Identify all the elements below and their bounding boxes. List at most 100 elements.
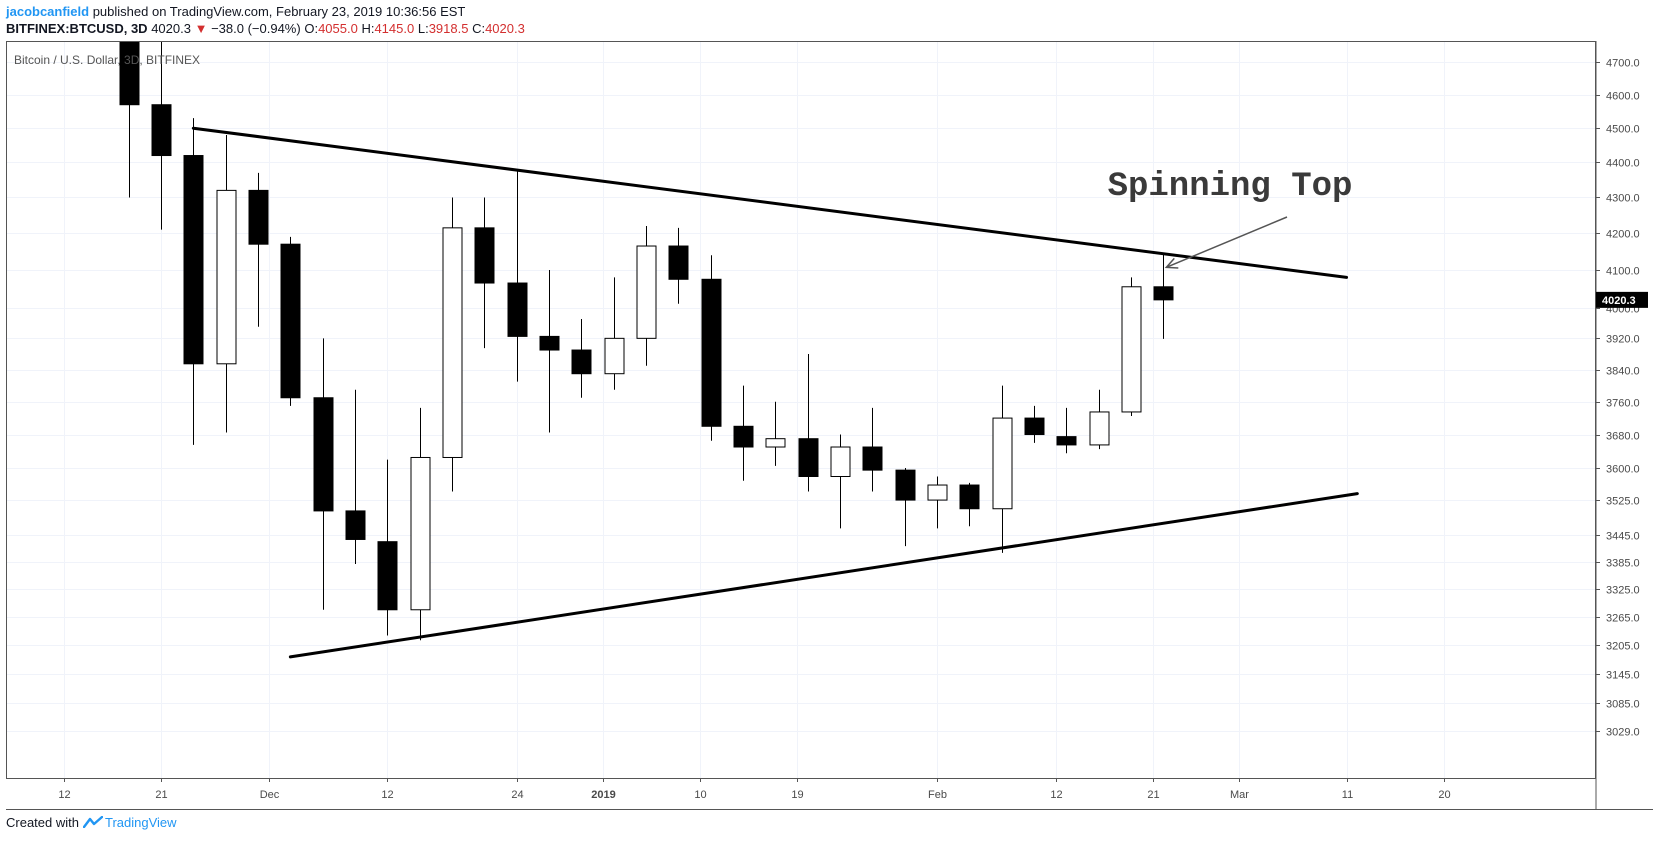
candle-body-up[interactable] <box>927 484 948 501</box>
published-text: published on TradingView.com, February 2… <box>92 4 466 19</box>
candle-body-down[interactable] <box>1153 286 1174 301</box>
candle-body-up[interactable] <box>216 189 237 365</box>
open-value: 4055.0 <box>318 21 358 36</box>
low-label: L: <box>417 21 429 36</box>
footer: Created with TradingView <box>6 815 177 831</box>
candle-body-down[interactable] <box>571 349 592 375</box>
candle-body-down[interactable] <box>1056 436 1077 446</box>
candle-body-up[interactable] <box>1089 411 1110 446</box>
candle-body-up[interactable] <box>604 337 625 375</box>
annotation-arrow-head <box>1164 257 1179 269</box>
price-tick-label: 4200.0 <box>1606 229 1640 241</box>
candle-body-down[interactable] <box>733 425 754 448</box>
candle-body-down[interactable] <box>280 243 301 399</box>
candle-body-up[interactable] <box>765 438 786 448</box>
grid <box>7 42 1595 778</box>
tradingview-link[interactable]: TradingView <box>104 815 177 830</box>
candle-body-down[interactable] <box>248 189 269 245</box>
time-tick-label: Dec <box>260 789 280 801</box>
annotation: Spinning Top <box>1108 168 1353 269</box>
time-tick-label: 21 <box>1147 789 1159 801</box>
candle-body-down[interactable] <box>183 155 204 365</box>
open-label: O: <box>304 21 319 36</box>
annotation-label[interactable]: Spinning Top <box>1108 168 1353 206</box>
trendlines <box>191 126 1359 659</box>
candle-body-down[interactable] <box>539 335 560 351</box>
time-tick-label: 21 <box>155 789 167 801</box>
candle-body-down[interactable] <box>474 227 495 284</box>
high-value: 4145.0 <box>374 21 415 36</box>
created-with-label: Created with <box>6 815 79 830</box>
time-tick-label: 19 <box>791 789 803 801</box>
symbol-label: BITFINEX:BTCUSD, 3D <box>6 21 148 36</box>
candles <box>119 30 1174 641</box>
price-tick-label: 3029.0 <box>1606 727 1640 739</box>
time-tick-label: 12 <box>58 789 70 801</box>
time-tick-label: 12 <box>1050 789 1062 801</box>
candle-body-down[interactable] <box>798 438 819 477</box>
time-tick-label: Mar <box>1230 789 1249 801</box>
time-tick-label: 12 <box>381 789 393 801</box>
current-price-tag <box>1596 291 1648 308</box>
candle-body-down[interactable] <box>377 541 398 611</box>
price-tick-label: 4700.0 <box>1606 58 1640 70</box>
symbol-info-bar: BITFINEX:BTCUSD, 3D 4020.3 ▼ −38.0 (−0.9… <box>6 21 525 36</box>
time-tick-label: 11 <box>1342 789 1353 801</box>
high-label: H: <box>361 21 375 36</box>
price-tick-label: 3265.0 <box>1606 613 1640 625</box>
candle-body-down[interactable] <box>668 245 689 280</box>
candle-body-down[interactable] <box>1024 417 1045 436</box>
candle-body-up[interactable] <box>410 456 431 611</box>
price-axis[interactable]: 4700.0 4600.0 4500.0 4400.0 4300.0 4200.0 4100… <box>1596 58 1648 739</box>
candle-body-up[interactable] <box>992 417 1013 510</box>
low-value: 3918.5 <box>428 21 469 36</box>
candle-body-up[interactable] <box>636 245 657 339</box>
candle-body-down[interactable] <box>507 282 528 337</box>
candle-body-down[interactable] <box>959 484 980 510</box>
time-tick-label: 24 <box>511 789 523 801</box>
price-tick-label: 4500.0 <box>1606 124 1640 136</box>
candle-body-down[interactable] <box>151 104 172 157</box>
price-tick-label: 3385.0 <box>1606 558 1640 570</box>
down-triangle-icon: ▼ <box>194 21 208 36</box>
candle-body-up[interactable] <box>442 227 463 458</box>
annotation-arrow-line <box>1166 216 1288 269</box>
price-tick-label: 4400.0 <box>1606 158 1640 170</box>
close-label: C: <box>472 21 486 36</box>
price-tick-label: 3205.0 <box>1606 641 1640 653</box>
time-tick-label: 20 <box>1438 789 1450 801</box>
time-tick-label: 2019 <box>591 789 615 801</box>
price-tick-label: 4100.0 <box>1606 266 1640 278</box>
candle-body-up[interactable] <box>830 446 851 477</box>
price-tick-label: 4600.0 <box>1606 91 1640 103</box>
candle-body-down[interactable] <box>345 510 366 540</box>
price-change: −38.0 (−0.94%) <box>211 21 301 36</box>
candle-body-down[interactable] <box>862 446 883 471</box>
trendline[interactable] <box>191 126 1349 279</box>
price-tick-label: 3680.0 <box>1606 431 1640 443</box>
author-link[interactable]: jacobcanfield <box>6 4 90 19</box>
price-tick-label: 4300.0 <box>1606 193 1640 205</box>
trendline[interactable] <box>288 492 1359 659</box>
publish-info: jacobcanfield published on TradingView.c… <box>6 4 465 19</box>
price-tick-label: 3600.0 <box>1606 464 1640 476</box>
price-tick-label: 3760.0 <box>1606 398 1640 410</box>
chart-title: Bitcoin / U.S. Dollar, 3D, BITFINEX <box>14 53 200 67</box>
time-tick-label: 10 <box>694 789 706 801</box>
price-tick-label: 3145.0 <box>1606 670 1640 682</box>
last-price: 4020.3 <box>151 21 191 36</box>
candle-body-down[interactable] <box>313 397 334 512</box>
candle-body-down[interactable] <box>701 278 722 427</box>
price-tick-label: 3445.0 <box>1606 531 1640 543</box>
chart-frame <box>6 41 1596 779</box>
tradingview-logo-icon <box>82 815 104 831</box>
candle-body-down[interactable] <box>119 30 140 106</box>
price-tick-label: 3085.0 <box>1606 699 1640 711</box>
price-tick-label: 3525.0 <box>1606 496 1640 508</box>
time-axis[interactable]: 12 21 Dec 12 24 2019 10 19 Feb 12 21 Mar 11 20 <box>58 778 1451 801</box>
candle-body-up[interactable] <box>1121 286 1142 413</box>
candle-body-down[interactable] <box>895 469 916 501</box>
price-tick-label: 3920.0 <box>1606 334 1640 346</box>
price-tick-label: 3325.0 <box>1606 585 1640 597</box>
